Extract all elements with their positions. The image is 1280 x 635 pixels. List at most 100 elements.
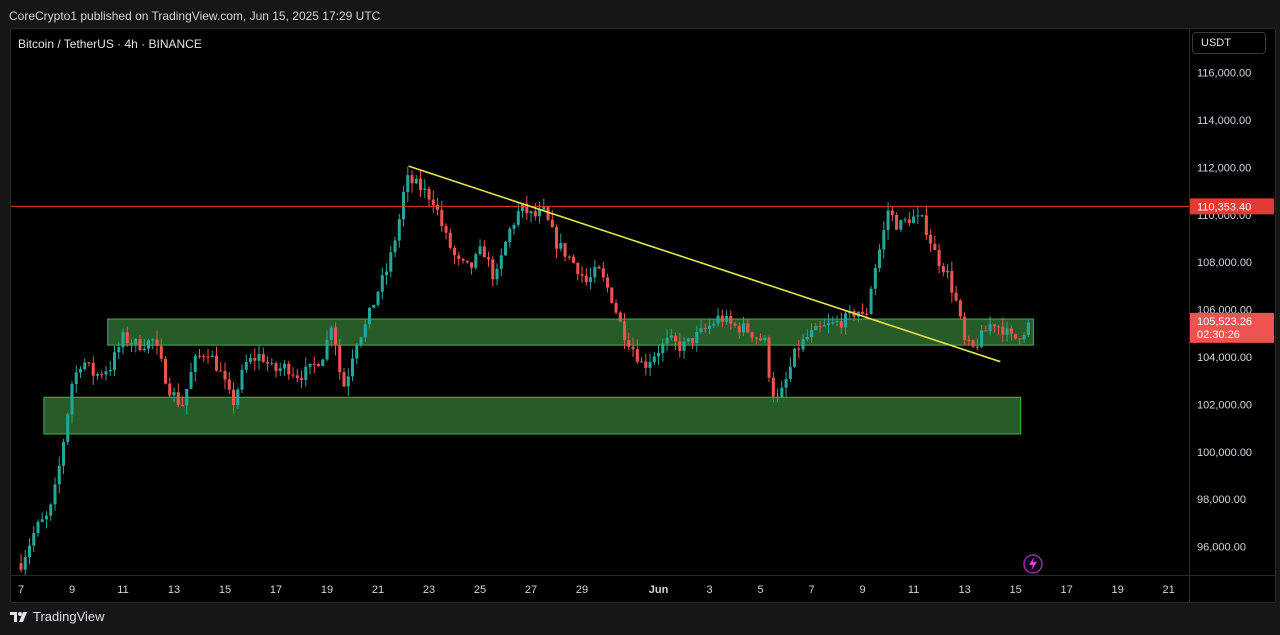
y-tick-label: 104,000.00: [1197, 352, 1252, 364]
candle-body: [83, 362, 87, 370]
x-tick-label: 25: [474, 584, 486, 596]
candle-body: [474, 254, 478, 268]
candle-body: [674, 335, 678, 342]
candle-body: [227, 379, 231, 390]
x-tick-label: 29: [576, 584, 588, 596]
y-tick-label: 100,000.00: [1197, 447, 1252, 459]
candle-body: [270, 363, 274, 365]
candle-body: [750, 332, 754, 338]
candle-body: [958, 300, 962, 317]
candle-body: [980, 330, 984, 347]
candle-body: [499, 255, 503, 269]
candle-body: [202, 356, 206, 358]
candle-body: [652, 356, 656, 363]
candle-body: [827, 323, 831, 326]
candle-body: [801, 339, 805, 350]
x-tick-label: 9: [860, 584, 866, 596]
candle-body: [304, 366, 308, 381]
candle-body: [397, 219, 401, 241]
candle-body: [274, 363, 278, 371]
candle-body: [482, 246, 486, 258]
candle-body: [533, 211, 537, 217]
candle-body: [610, 287, 614, 303]
candle-body: [555, 227, 559, 249]
candle-body: [576, 262, 580, 275]
descending-trendline: [408, 165, 1001, 363]
candle-body: [299, 378, 304, 381]
tradingview-logo-icon: [10, 611, 27, 622]
y-tick-label: 116,000.00: [1197, 68, 1251, 80]
candle-body: [1001, 326, 1005, 335]
candle-body: [984, 330, 988, 332]
candle-body: [49, 504, 53, 516]
candle-body: [869, 288, 873, 314]
candle-body: [623, 321, 627, 341]
candle-body: [287, 363, 291, 375]
candle-body: [91, 362, 95, 376]
candle-body: [929, 234, 933, 244]
candle-body: [440, 209, 444, 227]
candle-body: [112, 352, 117, 370]
candle-body: [155, 339, 159, 346]
x-tick-label: 9: [69, 584, 75, 596]
candle-body: [661, 343, 665, 354]
chart-panel[interactable]: 96,000.00 98,000.00 100,000.00 102,000.00 10…: [10, 28, 1276, 603]
footer-bar: TradingView: [0, 601, 1280, 635]
candle-body: [214, 355, 219, 371]
candle-body: [572, 256, 576, 263]
candle-body: [308, 363, 312, 367]
x-tick-label: 11: [117, 584, 128, 596]
candle-body: [720, 315, 724, 322]
currency-selector[interactable]: USDT: [1192, 32, 1266, 54]
y-tick-label: 96,000.00: [1197, 542, 1246, 554]
candle-body: [363, 324, 367, 338]
candle-body: [618, 312, 622, 322]
candle-body: [265, 361, 270, 364]
candle-body: [890, 210, 894, 215]
candle-body: [146, 340, 151, 349]
candle-body: [350, 358, 355, 377]
candle-body: [601, 268, 605, 278]
candle-body: [754, 337, 758, 339]
candle-body: [865, 313, 869, 315]
candle-body: [436, 204, 440, 210]
candle-body: [329, 327, 333, 340]
candle-body: [295, 375, 299, 379]
candle-body: [1014, 333, 1018, 339]
candle-body: [550, 219, 554, 228]
candlestick-chart[interactable]: 96,000.00 98,000.00 100,000.00 102,000.00 10…: [11, 29, 1275, 602]
x-tick-label: 17: [1060, 584, 1072, 596]
candle-body: [223, 370, 227, 380]
candle-body: [712, 323, 716, 326]
candle-body: [121, 332, 125, 348]
tradingview-logo[interactable]: TradingView: [10, 609, 105, 624]
candle-body: [53, 484, 57, 505]
candle-body: [168, 383, 172, 396]
x-tick-label: 19: [321, 584, 333, 596]
candle-body: [997, 326, 1001, 328]
support-zone-2: [43, 396, 1022, 435]
candle-body: [278, 368, 282, 371]
x-tick-label: 19: [1111, 584, 1123, 596]
lightning-icon[interactable]: [1023, 554, 1043, 574]
candle-body: [138, 338, 142, 351]
candle-body: [920, 215, 924, 217]
candle-body: [746, 323, 750, 333]
candle-body: [631, 346, 635, 350]
resistance-price-label: 110,353.40: [1197, 201, 1251, 213]
candle-body: [19, 563, 23, 570]
candle-body: [657, 353, 661, 357]
candle-body: [912, 216, 916, 224]
candle-body: [61, 442, 66, 466]
candle-body: [933, 243, 937, 250]
candle-body: [117, 347, 121, 353]
candle-body: [678, 341, 682, 351]
x-tick-label: 5: [758, 584, 764, 596]
candle-body: [346, 376, 350, 387]
candle-body: [1022, 334, 1026, 340]
candle-body: [95, 374, 100, 376]
candle-body: [210, 355, 214, 358]
x-tick-label: 7: [18, 584, 24, 596]
x-tick-label: 11: [908, 584, 919, 596]
x-tick-label: 15: [1009, 584, 1021, 596]
